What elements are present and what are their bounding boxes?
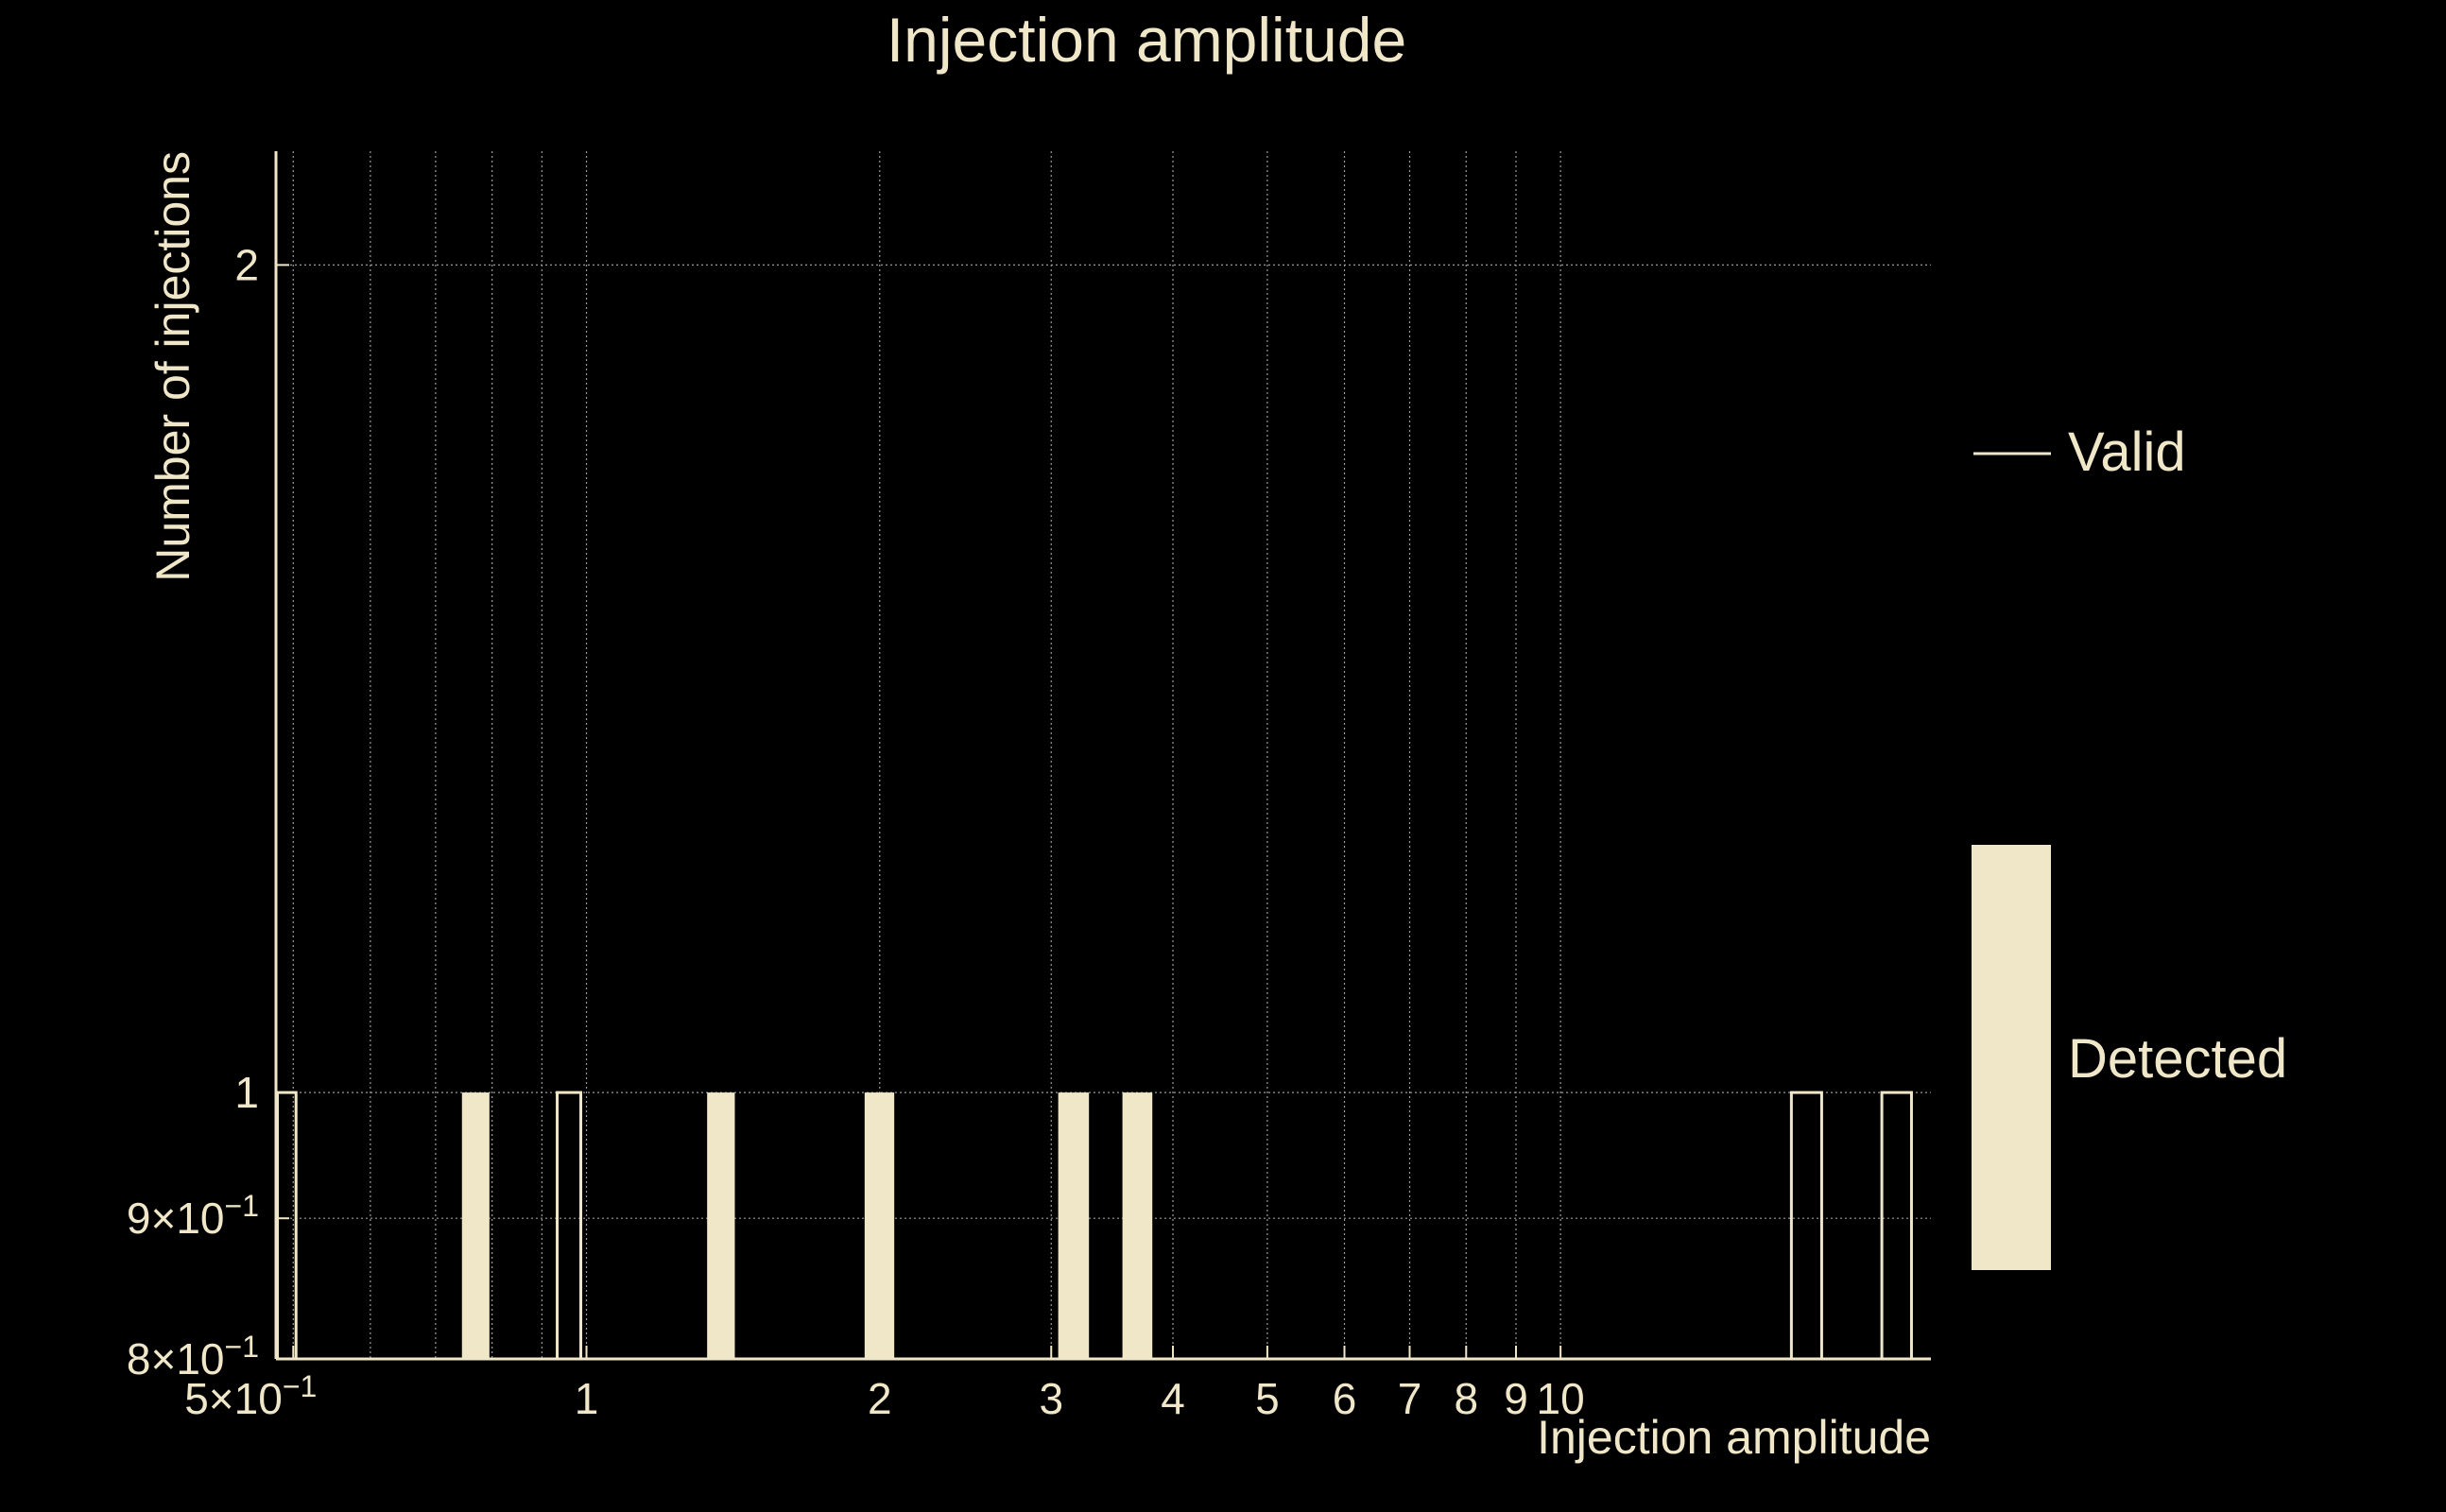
legend-valid-label: Valid [2068,421,2186,483]
legend-detected-swatch [1972,845,2051,1270]
legend: Valid Detected [1972,421,2287,1270]
legend-detected-label: Detected [2068,1028,2287,1090]
x-tick-label: 8 [1454,1374,1478,1423]
x-tick-label: 6 [1333,1374,1357,1423]
y-axis-label: Number of injections [146,151,199,582]
chart-title: Injection amplitude [887,5,1406,75]
x-axis-label: Injection amplitude [1537,1411,1931,1464]
x-tick-label: 5 [1255,1374,1280,1423]
x-tick-label: 7 [1398,1374,1422,1423]
histogram-bars [276,1091,1913,1361]
x-tick-label: 4 [1161,1374,1185,1423]
y-tick-label: 9×10−1 [127,1189,259,1243]
bar-detected [707,1092,735,1359]
x-tick-label: 9 [1504,1374,1528,1423]
axes [274,151,1931,1361]
x-tick-label: 2 [868,1374,892,1423]
y-tick-label: 1 [234,1068,259,1117]
x-tick-label: 1 [575,1374,599,1423]
bar-detected [864,1092,895,1359]
bar-detected [1122,1092,1153,1359]
bar-detected [461,1092,490,1359]
x-tick-label: 3 [1039,1374,1063,1423]
y-tick-label: 2 [234,240,259,289]
bar-detected [1058,1092,1090,1359]
x-tick-label: 10 [1537,1374,1585,1423]
tick-labels: 5×10−1 1 2 3 4 5 6 7 8 9 108×10−19×10−112 [127,240,1585,1423]
